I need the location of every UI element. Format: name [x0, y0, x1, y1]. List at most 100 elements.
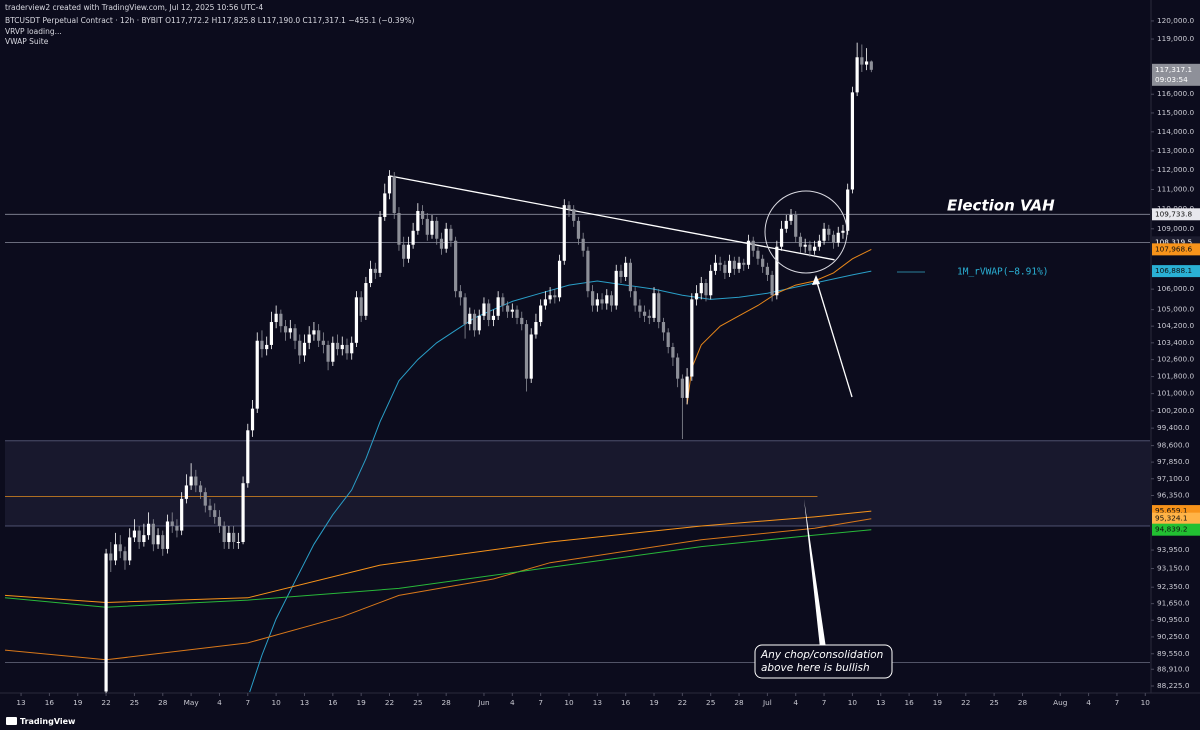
candle-body [378, 216, 382, 273]
candle-body [803, 244, 807, 247]
y-tick-label: 98,600.0 [1157, 441, 1190, 450]
ohlc-close: C117,317.1 [303, 16, 347, 25]
price-badge-label: 95,659.1 [1155, 506, 1188, 515]
x-tick-label: 4 [793, 698, 798, 707]
candle-body [784, 220, 788, 229]
candle-body [392, 175, 396, 213]
candle-body [142, 535, 146, 543]
candle-body [354, 297, 359, 343]
y-tick-label: 88,910.0 [1157, 664, 1190, 673]
candle-body [411, 230, 415, 245]
candle-body [539, 305, 543, 323]
arrow-head [812, 275, 820, 285]
y-tick-label: 119,000.0 [1157, 34, 1194, 43]
y-tick-label: 91,650.0 [1157, 599, 1190, 608]
y-tick-label: 114,000.0 [1157, 127, 1194, 136]
x-tick-label: 16 [621, 698, 631, 707]
indicator-line [4, 518, 872, 661]
candle-body [170, 521, 174, 527]
candle-body [808, 244, 812, 251]
candle-body [600, 299, 604, 304]
candle-body [321, 340, 325, 345]
candle-body [775, 246, 779, 296]
y-tick-label: 113,000.0 [1157, 146, 1194, 155]
x-tick-label: 16 [328, 698, 338, 707]
y-tick-label: 90,250.0 [1157, 632, 1190, 641]
candle-body [671, 347, 675, 358]
candle-body [402, 244, 406, 259]
candle-body [472, 313, 477, 331]
candle-body [756, 250, 760, 259]
ohlc-low: L117,190.0 [258, 16, 301, 25]
candle-body [468, 313, 472, 325]
candle-body [501, 297, 505, 306]
ohlc-open: O117,772.2 [165, 16, 209, 25]
candle-body [864, 61, 869, 65]
candle-body [227, 532, 231, 543]
x-tick-label: 19 [357, 698, 367, 707]
callout-text: above here is bullish [761, 662, 870, 674]
candle-body [647, 315, 651, 318]
x-tick-label: 16 [45, 698, 55, 707]
candle-body [723, 264, 727, 273]
candle-body [586, 250, 590, 292]
candle-body [416, 211, 420, 231]
y-tick-label: 104,200.0 [1157, 321, 1194, 330]
candle-body [534, 322, 538, 335]
price-badge-label: 107,968.6 [1155, 244, 1192, 253]
x-tick-label: 10 [1141, 698, 1151, 707]
x-tick-label: Aug [1053, 698, 1067, 707]
x-tick-label: 10 [564, 698, 574, 707]
y-tick-label: 116,000.0 [1157, 89, 1194, 98]
candle-body [232, 532, 236, 543]
y-tick-label: 120,000.0 [1157, 16, 1194, 25]
x-tick-label: 19 [933, 698, 943, 707]
candle-body [572, 209, 576, 221]
candle-body [373, 268, 377, 273]
candle-body [836, 232, 840, 243]
price-badge-label: 95,324.1 [1155, 514, 1188, 523]
candle-body [487, 303, 491, 320]
x-tick-label: 22 [961, 698, 970, 707]
candle-body [614, 270, 618, 306]
candle-body [482, 303, 486, 316]
symbol-line: BTCUSDT Perpetual Contract · 12h · BYBIT… [5, 16, 415, 25]
candle-body [241, 483, 245, 543]
x-tick-label: Jun [477, 698, 489, 707]
candle-body [269, 322, 274, 345]
change: −455.1 (−0.39%) [348, 16, 414, 25]
candle-body [137, 530, 141, 543]
brand-logo [6, 717, 17, 725]
x-tick-label: 22 [678, 698, 687, 707]
x-tick-label: 4 [1086, 698, 1091, 707]
candle-body [794, 214, 798, 237]
candle-body [307, 334, 311, 343]
candle-body [846, 189, 850, 231]
candle-body [520, 317, 524, 325]
y-tick-label: 92,350.0 [1157, 582, 1190, 591]
candle-body [189, 476, 193, 486]
x-tick-label: 25 [989, 698, 998, 707]
candle-body [236, 542, 240, 544]
candle-body [562, 205, 566, 261]
candle-body [345, 344, 349, 354]
candle-body [727, 260, 732, 273]
candle-body [855, 57, 859, 93]
x-tick-label: 7 [245, 698, 250, 707]
candle-body [718, 262, 722, 265]
y-tick-label: 89,550.0 [1157, 649, 1190, 658]
candle-body [510, 309, 514, 312]
brand-name: TradingView [20, 717, 76, 726]
candle-body [425, 218, 429, 235]
candle-body [109, 553, 113, 561]
candle-body [591, 291, 595, 306]
candle-body [165, 521, 170, 549]
candle-body [515, 309, 519, 318]
x-tick-label: 28 [158, 698, 168, 707]
candle-body [406, 244, 410, 259]
candle-body [619, 270, 623, 277]
candle-body [661, 322, 666, 333]
